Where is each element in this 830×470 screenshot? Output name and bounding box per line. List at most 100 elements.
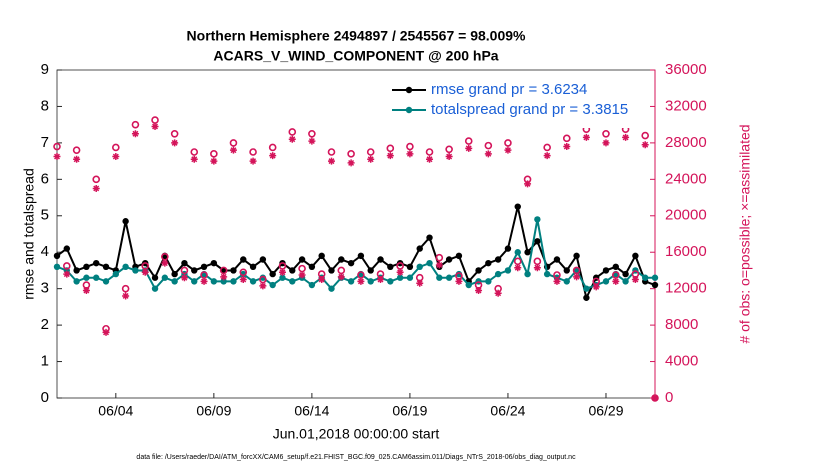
obs-possible bbox=[504, 139, 512, 147]
point bbox=[504, 267, 512, 274]
obs-possible bbox=[406, 142, 414, 151]
obs-assimilated bbox=[622, 133, 630, 141]
obs-assimilated bbox=[602, 139, 610, 147]
y-tick-label: 7 bbox=[41, 134, 49, 151]
obs-possible bbox=[308, 129, 316, 138]
point bbox=[563, 267, 570, 274]
obs-possible bbox=[602, 129, 610, 138]
obs-assimilated bbox=[445, 153, 453, 161]
obs-assimilated bbox=[229, 146, 237, 154]
point bbox=[191, 278, 198, 285]
point bbox=[63, 245, 71, 252]
point bbox=[181, 259, 188, 267]
point bbox=[83, 263, 90, 270]
y2-tick-label: 4000 bbox=[665, 353, 698, 370]
point bbox=[328, 267, 335, 274]
obs-possible bbox=[464, 137, 473, 145]
point bbox=[534, 238, 541, 245]
obs-assimilated bbox=[357, 277, 365, 285]
point bbox=[151, 285, 159, 292]
point bbox=[651, 281, 659, 289]
obs-assimilated bbox=[524, 180, 532, 188]
point bbox=[279, 274, 286, 281]
point bbox=[583, 294, 590, 301]
obs-assimilated bbox=[475, 286, 483, 294]
point bbox=[230, 267, 237, 274]
obs-assimilated bbox=[396, 268, 404, 276]
obs-assimilated bbox=[612, 277, 620, 285]
obs-possible bbox=[53, 142, 61, 151]
point bbox=[377, 256, 384, 263]
obs-assimilated bbox=[543, 152, 551, 160]
obs-assimilated bbox=[210, 157, 218, 165]
point bbox=[210, 259, 218, 267]
point bbox=[308, 281, 316, 289]
obs-assimilated bbox=[426, 155, 434, 163]
obs-assimilated bbox=[435, 261, 443, 269]
point bbox=[220, 278, 227, 285]
chart-subtitle: ACARS_V_WIND_COMPONENT @ 200 hPa bbox=[213, 48, 498, 64]
legend-marker bbox=[405, 106, 413, 114]
y-tick-label: 5 bbox=[41, 207, 49, 224]
obs-assimilated bbox=[327, 157, 335, 165]
legend-label: rmse grand pr = 3.6234 bbox=[431, 81, 587, 98]
obs-assimilated bbox=[73, 155, 81, 163]
point bbox=[583, 285, 590, 292]
point bbox=[53, 263, 61, 270]
y2-tick-label: 16000 bbox=[665, 243, 707, 260]
y-axis-label: rmse and totalspread bbox=[21, 168, 37, 300]
point bbox=[387, 263, 394, 270]
point bbox=[53, 252, 61, 260]
obs-assimilated bbox=[53, 153, 61, 161]
point bbox=[83, 274, 90, 281]
point bbox=[122, 263, 129, 270]
point bbox=[289, 267, 296, 274]
obs-possible bbox=[268, 143, 277, 152]
x-tick-label: 06/14 bbox=[294, 403, 329, 419]
point bbox=[524, 249, 531, 256]
x-tick-label: 06/29 bbox=[588, 403, 623, 419]
point bbox=[269, 281, 276, 289]
point bbox=[485, 278, 492, 285]
point bbox=[93, 274, 100, 281]
obs-assimilated bbox=[386, 152, 394, 160]
y2-tick-label: 20000 bbox=[665, 207, 707, 224]
point bbox=[249, 278, 257, 285]
point bbox=[73, 278, 80, 285]
point bbox=[93, 259, 100, 267]
obs-assimilated bbox=[494, 289, 502, 297]
obs-assimilated bbox=[131, 130, 139, 138]
point bbox=[171, 270, 178, 278]
point bbox=[514, 203, 521, 210]
y2-tick-label: 36000 bbox=[665, 61, 707, 78]
point bbox=[357, 252, 365, 260]
point bbox=[445, 274, 453, 281]
obs-assimilated bbox=[239, 276, 247, 284]
point bbox=[171, 278, 178, 285]
point bbox=[112, 270, 120, 278]
obs-possible bbox=[121, 284, 130, 293]
point bbox=[504, 245, 512, 252]
y-tick-label: 8 bbox=[41, 97, 49, 114]
x-axis-label: Jun.01,2018 00:00:00 start bbox=[273, 426, 440, 442]
y2-tick-label: 12000 bbox=[665, 280, 707, 297]
point bbox=[465, 281, 472, 289]
point bbox=[367, 267, 374, 274]
point bbox=[102, 263, 110, 270]
point bbox=[543, 270, 551, 278]
y-tick-label: 9 bbox=[41, 61, 49, 78]
obs-assimilated bbox=[220, 273, 228, 281]
obs-assimilated bbox=[269, 152, 277, 160]
point bbox=[455, 252, 463, 260]
point bbox=[318, 252, 325, 260]
x-tick-label: 06/24 bbox=[490, 403, 525, 419]
y-tick-label: 4 bbox=[41, 243, 49, 260]
obs-assimilated bbox=[161, 259, 169, 267]
obs-possible bbox=[112, 143, 120, 152]
obs-assimilated bbox=[553, 277, 561, 285]
x-tick-label: 06/09 bbox=[196, 403, 231, 419]
point bbox=[298, 256, 306, 263]
point bbox=[622, 278, 629, 285]
obs-possible bbox=[239, 268, 248, 277]
point bbox=[494, 270, 502, 278]
